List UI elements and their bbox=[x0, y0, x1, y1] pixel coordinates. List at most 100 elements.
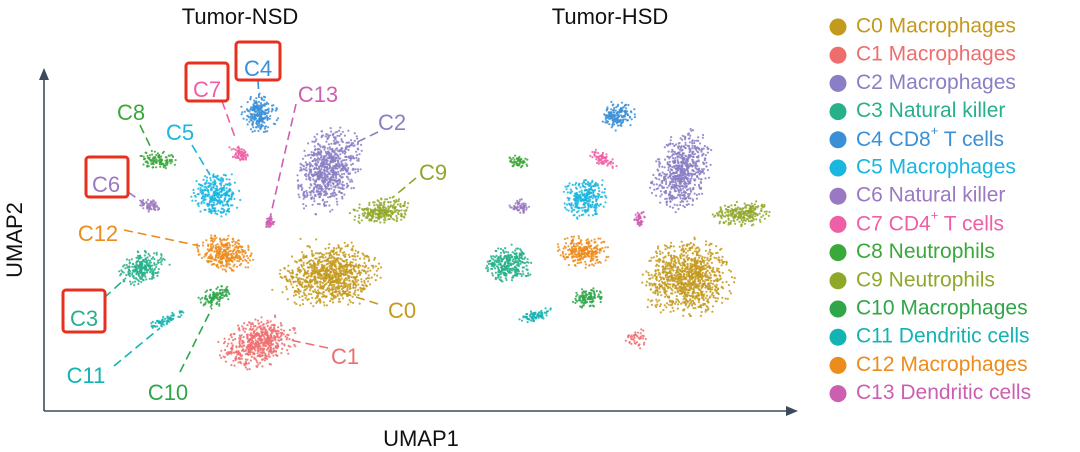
point-nsd-c2 bbox=[320, 156, 323, 159]
point-hsd-c0 bbox=[658, 283, 661, 286]
point-nsd-c9 bbox=[368, 201, 371, 204]
point-hsd-c0 bbox=[658, 291, 662, 294]
point-nsd-c1 bbox=[278, 336, 281, 339]
point-nsd-c8 bbox=[151, 157, 154, 160]
point-nsd-c12 bbox=[207, 243, 210, 246]
point-hsd-c0 bbox=[716, 251, 719, 254]
point-nsd-c3 bbox=[143, 264, 146, 267]
point-nsd-c12 bbox=[224, 252, 228, 256]
point-nsd-c2 bbox=[324, 135, 327, 138]
point-nsd-c9 bbox=[396, 211, 399, 214]
point-nsd-c8 bbox=[162, 162, 165, 165]
point-nsd-c0 bbox=[290, 255, 294, 258]
point-nsd-c0 bbox=[311, 253, 314, 256]
point-nsd-c1 bbox=[249, 341, 252, 345]
point-nsd-c0 bbox=[306, 245, 309, 248]
point-hsd-c0 bbox=[682, 314, 685, 317]
point-hsd-c0 bbox=[655, 252, 659, 255]
point-nsd-c12 bbox=[244, 251, 247, 254]
point-nsd-c9 bbox=[348, 212, 351, 215]
point-nsd-c0 bbox=[279, 275, 282, 279]
point-nsd-c12 bbox=[211, 237, 214, 240]
point-hsd-c0 bbox=[699, 304, 702, 307]
point-hsd-c0 bbox=[709, 258, 712, 261]
point-nsd-c5 bbox=[192, 188, 195, 191]
point-nsd-c0 bbox=[345, 273, 348, 276]
point-hsd-c0 bbox=[671, 306, 674, 309]
point-nsd-c2 bbox=[316, 133, 319, 136]
point-nsd-c13 bbox=[271, 222, 274, 225]
point-nsd-c0 bbox=[292, 281, 295, 284]
point-hsd-c0 bbox=[686, 267, 690, 271]
point-nsd-c0 bbox=[356, 272, 359, 275]
point-nsd-c5 bbox=[217, 209, 220, 212]
point-nsd-c1 bbox=[227, 342, 230, 345]
point-nsd-c0 bbox=[341, 265, 344, 268]
point-nsd-c0 bbox=[303, 269, 306, 272]
point-hsd-c0 bbox=[670, 241, 673, 244]
point-nsd-c0 bbox=[285, 277, 288, 281]
point-nsd-c0 bbox=[348, 284, 351, 287]
point-nsd-c2 bbox=[328, 146, 331, 149]
point-nsd-c1 bbox=[257, 337, 260, 341]
point-nsd-c9 bbox=[383, 200, 386, 203]
point-nsd-c0 bbox=[332, 295, 335, 299]
point-nsd-c1 bbox=[261, 365, 264, 368]
point-nsd-c10 bbox=[213, 296, 216, 299]
point-nsd-c12 bbox=[237, 239, 240, 242]
point-nsd-c8 bbox=[152, 163, 155, 166]
point-nsd-c0 bbox=[325, 277, 328, 280]
point-nsd-c0 bbox=[343, 279, 346, 282]
point-nsd-c0 bbox=[294, 293, 297, 296]
point-nsd-c5 bbox=[226, 208, 229, 211]
point-nsd-c12 bbox=[238, 260, 241, 263]
point-hsd-c0 bbox=[709, 279, 713, 282]
point-nsd-c0 bbox=[298, 271, 301, 274]
point-nsd-c8 bbox=[169, 158, 172, 161]
point-hsd-c0 bbox=[711, 286, 714, 289]
point-nsd-c0 bbox=[283, 275, 286, 278]
point-nsd-c12 bbox=[232, 252, 235, 255]
point-nsd-c0 bbox=[300, 263, 303, 267]
point-nsd-c0 bbox=[333, 285, 336, 288]
point-nsd-c1 bbox=[238, 341, 241, 345]
point-nsd-c2 bbox=[343, 134, 346, 137]
point-hsd-c0 bbox=[668, 300, 672, 303]
point-nsd-c1 bbox=[272, 354, 275, 357]
point-nsd-c0 bbox=[319, 283, 322, 286]
point-nsd-c1 bbox=[252, 335, 255, 338]
point-hsd-c0 bbox=[674, 302, 677, 305]
point-nsd-c2 bbox=[345, 186, 348, 189]
point-nsd-c2 bbox=[331, 168, 334, 171]
point-nsd-c2 bbox=[303, 149, 306, 152]
point-hsd-c0 bbox=[684, 278, 687, 281]
point-nsd-c2 bbox=[315, 167, 318, 170]
point-hsd-c0 bbox=[664, 266, 667, 269]
point-nsd-c5 bbox=[214, 209, 217, 212]
point-nsd-c1 bbox=[276, 335, 279, 338]
point-nsd-c5 bbox=[191, 199, 194, 202]
point-hsd-c0 bbox=[718, 270, 721, 274]
point-nsd-c0 bbox=[291, 277, 294, 280]
point-nsd-c2 bbox=[314, 163, 317, 166]
point-nsd-c0 bbox=[345, 269, 348, 272]
point-nsd-c2 bbox=[350, 163, 353, 166]
point-nsd-c2 bbox=[332, 160, 335, 163]
point-nsd-c12 bbox=[231, 254, 234, 257]
point-nsd-c9 bbox=[354, 215, 357, 218]
point-hsd-c0 bbox=[674, 291, 677, 294]
point-nsd-c2 bbox=[335, 173, 338, 176]
point-nsd-c0 bbox=[330, 288, 333, 291]
point-hsd-c0 bbox=[692, 301, 696, 304]
point-nsd-c0 bbox=[368, 277, 371, 280]
point-nsd-c1 bbox=[270, 330, 273, 333]
point-nsd-c1 bbox=[244, 360, 247, 363]
point-hsd-c0 bbox=[684, 247, 687, 250]
point-nsd-c9 bbox=[383, 206, 386, 209]
point-nsd-c10 bbox=[201, 296, 204, 299]
point-nsd-c0 bbox=[315, 266, 318, 269]
point-nsd-c3 bbox=[127, 268, 131, 271]
point-nsd-c4 bbox=[253, 129, 256, 132]
point-nsd-c12 bbox=[234, 241, 237, 244]
point-nsd-c1 bbox=[261, 333, 265, 336]
